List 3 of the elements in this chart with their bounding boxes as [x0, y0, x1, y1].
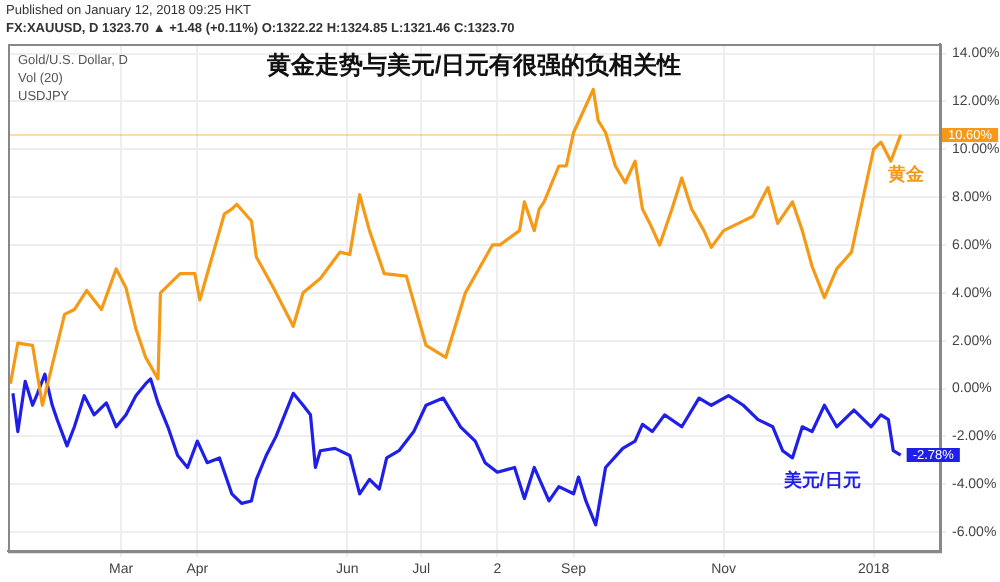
chart-title: 黄金走势与美元/日元有很强的负相关性: [264, 50, 682, 79]
series-label: 黄金: [886, 163, 926, 184]
series-label: 美元/日元: [781, 469, 861, 490]
